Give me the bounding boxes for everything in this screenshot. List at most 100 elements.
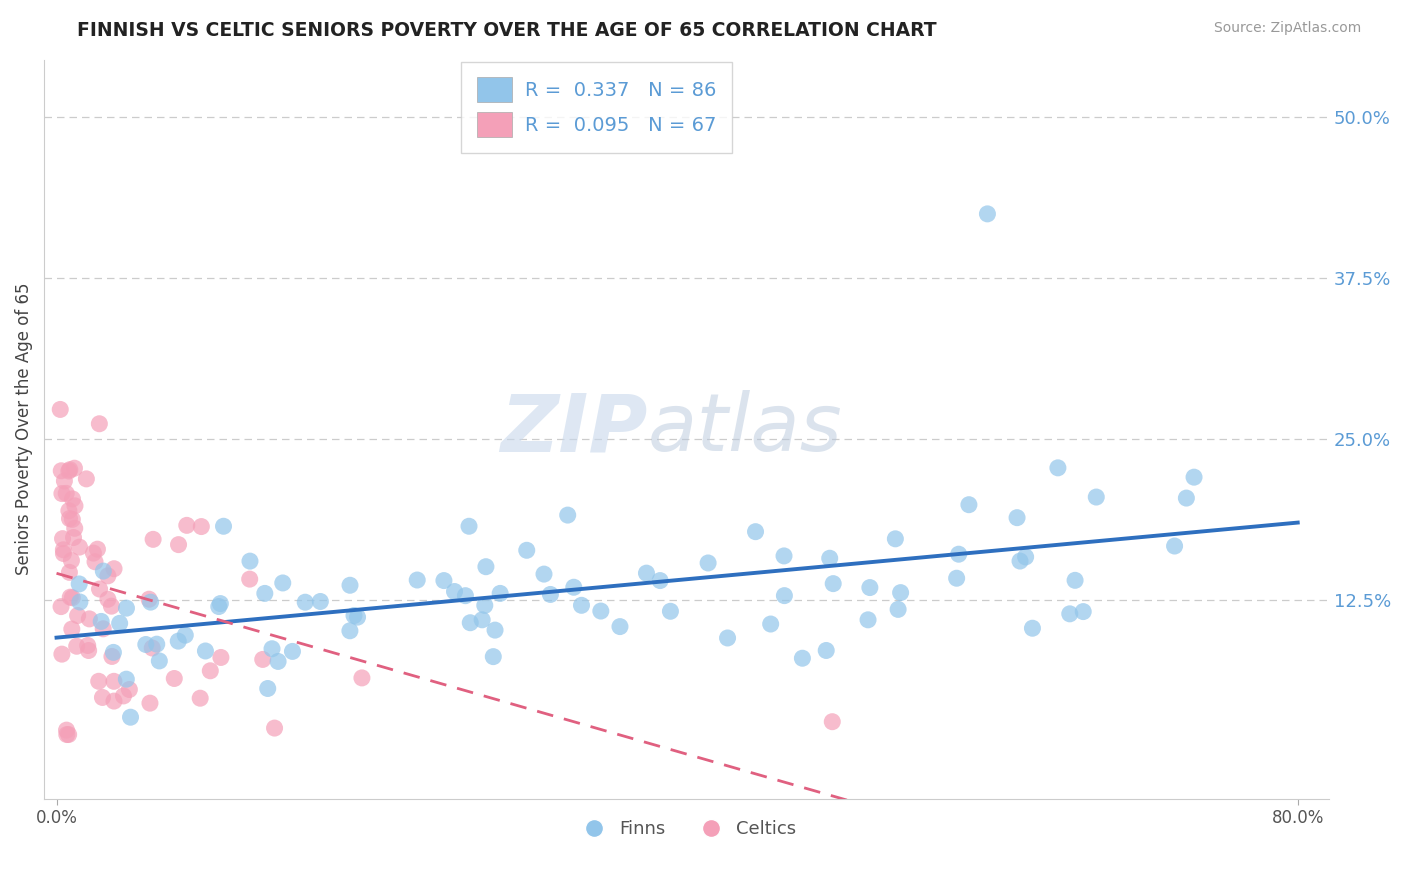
Point	[209, 650, 232, 665]
Point	[87, 674, 110, 689]
Point	[60, 622, 83, 636]
Point	[212, 519, 235, 533]
Point	[557, 508, 579, 522]
Point	[97, 592, 120, 607]
Point	[139, 595, 162, 609]
Point	[167, 538, 190, 552]
Point	[200, 664, 222, 678]
Point	[252, 652, 274, 666]
Point	[1085, 490, 1108, 504]
Point	[112, 689, 135, 703]
Text: FINNISH VS CELTIC SENIORS POVERTY OVER THE AGE OF 65 CORRELATION CHART: FINNISH VS CELTIC SENIORS POVERTY OVER T…	[77, 21, 936, 40]
Point	[120, 710, 142, 724]
Point	[91, 690, 114, 705]
Point	[890, 585, 912, 599]
Point	[458, 615, 481, 630]
Point	[1059, 607, 1081, 621]
Point	[856, 613, 879, 627]
Point	[818, 551, 841, 566]
Point	[58, 727, 80, 741]
Point	[471, 613, 494, 627]
Point	[174, 628, 197, 642]
Point	[945, 571, 967, 585]
Point	[281, 644, 304, 658]
Point	[90, 615, 112, 629]
Point	[821, 714, 844, 729]
Point	[167, 634, 190, 648]
Point	[697, 556, 720, 570]
Point	[815, 643, 838, 657]
Point	[53, 474, 76, 488]
Point	[887, 602, 910, 616]
Point	[433, 574, 456, 588]
Point	[59, 590, 82, 604]
Point	[103, 562, 125, 576]
Point	[716, 631, 738, 645]
Point	[141, 640, 163, 655]
Point	[260, 641, 283, 656]
Point	[49, 402, 72, 417]
Point	[562, 580, 585, 594]
Point	[1175, 491, 1198, 505]
Point	[489, 586, 512, 600]
Point	[516, 543, 538, 558]
Point	[759, 617, 782, 632]
Point	[339, 578, 361, 592]
Point	[194, 644, 217, 658]
Y-axis label: Seniors Poverty Over the Age of 65: Seniors Poverty Over the Age of 65	[15, 283, 32, 575]
Point	[1182, 470, 1205, 484]
Point	[138, 592, 160, 607]
Point	[58, 566, 80, 580]
Point	[91, 622, 114, 636]
Point	[55, 723, 77, 738]
Point	[773, 549, 796, 563]
Point	[346, 610, 368, 624]
Point	[271, 576, 294, 591]
Point	[339, 624, 361, 638]
Point	[60, 591, 83, 605]
Point	[636, 566, 658, 581]
Point	[63, 461, 86, 475]
Point	[103, 645, 125, 659]
Point	[118, 682, 141, 697]
Point	[443, 584, 465, 599]
Point	[458, 519, 481, 533]
Legend: Finns, Celtics: Finns, Celtics	[569, 813, 804, 846]
Point	[792, 651, 814, 665]
Point	[51, 532, 73, 546]
Point	[69, 540, 91, 554]
Point	[976, 207, 998, 221]
Point	[51, 647, 73, 661]
Point	[100, 599, 122, 614]
Point	[538, 587, 561, 601]
Text: atlas: atlas	[648, 390, 842, 468]
Point	[239, 554, 262, 568]
Point	[256, 681, 278, 696]
Point	[948, 547, 970, 561]
Point	[75, 472, 97, 486]
Point	[49, 599, 72, 614]
Point	[294, 595, 316, 609]
Point	[1021, 621, 1043, 635]
Point	[482, 649, 505, 664]
Text: ZIP: ZIP	[501, 390, 648, 468]
Text: Source: ZipAtlas.com: Source: ZipAtlas.com	[1213, 21, 1361, 36]
Point	[142, 533, 165, 547]
Point	[103, 694, 125, 708]
Point	[77, 643, 100, 657]
Point	[1163, 539, 1185, 553]
Point	[60, 512, 83, 526]
Point	[67, 577, 90, 591]
Point	[648, 574, 671, 588]
Point	[571, 599, 593, 613]
Point	[115, 601, 138, 615]
Point	[253, 586, 276, 600]
Point	[406, 573, 429, 587]
Point	[79, 612, 101, 626]
Point	[176, 518, 198, 533]
Point	[86, 542, 108, 557]
Point	[60, 553, 83, 567]
Point	[84, 555, 107, 569]
Point	[659, 604, 682, 618]
Point	[589, 604, 612, 618]
